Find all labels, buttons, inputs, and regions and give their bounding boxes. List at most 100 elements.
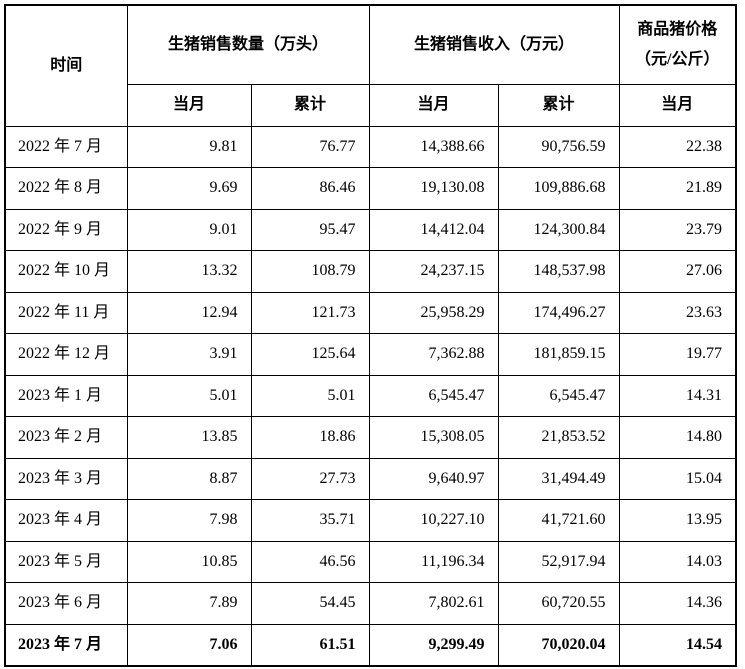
- period-cell: 2022 年 10 月: [4, 250, 128, 293]
- header-sales-quantity-group: 生猪销售数量（万头）: [126, 4, 370, 85]
- period-cell: 2023 年 3 月: [4, 457, 128, 500]
- qty-cum-cell: 95.47: [250, 208, 370, 251]
- table-row: 2023 年 2 月 13.85 18.86 15,308.05 21,853.52 14…: [4, 416, 737, 459]
- subheader-price-month: 当月: [618, 83, 737, 127]
- table-body: 2022 年 7 月 9.81 76.77 14,388.66 90,756.59 22.…: [4, 125, 737, 666]
- price-cell: 14.03: [618, 540, 737, 583]
- table-row: 2023 年 7 月 7.06 61.51 9,299.49 70,020.04 14.5…: [4, 623, 737, 666]
- qty-cum-cell: 5.01: [250, 374, 370, 417]
- subheader-quantity-month: 当月: [126, 83, 252, 127]
- qty-month-cell: 9.81: [126, 125, 252, 168]
- rev-cum-cell: 181,859.15: [497, 333, 620, 376]
- qty-cum-cell: 54.45: [250, 582, 370, 625]
- table-row: 2023 年 1 月 5.01 5.01 6,545.47 6,545.47 14.31: [4, 374, 737, 417]
- subheader-revenue-month: 当月: [368, 83, 499, 127]
- rev-month-cell: 6,545.47: [368, 374, 499, 417]
- period-cell: 2023 年 2 月: [4, 416, 128, 459]
- rev-month-cell: 11,196.34: [368, 540, 499, 583]
- qty-cum-cell: 46.56: [250, 540, 370, 583]
- rev-month-cell: 14,412.04: [368, 208, 499, 251]
- price-cell: 21.89: [618, 167, 737, 210]
- table-row: 2023 年 6 月 7.89 54.45 7,802.61 60,720.55 14.3…: [4, 582, 737, 625]
- price-cell: 22.38: [618, 125, 737, 168]
- rev-cum-cell: 41,721.60: [497, 499, 620, 542]
- period-cell: 2023 年 5 月: [4, 540, 128, 583]
- table-row: 2023 年 4 月 7.98 35.71 10,227.10 41,721.60 13.…: [4, 499, 737, 542]
- table-row: 2023 年 3 月 8.87 27.73 9,640.97 31,494.49 15.0…: [4, 457, 737, 500]
- table-row: 2023 年 5 月 10.85 46.56 11,196.34 52,917.94 14…: [4, 540, 737, 583]
- qty-cum-cell: 86.46: [250, 167, 370, 210]
- qty-month-cell: 13.85: [126, 416, 252, 459]
- qty-month-cell: 9.69: [126, 167, 252, 210]
- price-cell: 23.79: [618, 208, 737, 251]
- price-cell: 14.54: [618, 623, 737, 666]
- subheader-quantity-cumulative: 累计: [250, 83, 370, 127]
- rev-month-cell: 7,802.61: [368, 582, 499, 625]
- period-cell: 2023 年 7 月: [4, 623, 128, 666]
- period-cell: 2022 年 7 月: [4, 125, 128, 168]
- period-cell: 2023 年 1 月: [4, 374, 128, 417]
- qty-month-cell: 12.94: [126, 291, 252, 334]
- rev-cum-cell: 31,494.49: [497, 457, 620, 500]
- period-cell: 2022 年 9 月: [4, 208, 128, 251]
- table-row: 2022 年 9 月 9.01 95.47 14,412.04 124,300.84 23…: [4, 208, 737, 251]
- price-cell: 13.95: [618, 499, 737, 542]
- rev-cum-cell: 148,537.98: [497, 250, 620, 293]
- rev-cum-cell: 60,720.55: [497, 582, 620, 625]
- qty-month-cell: 7.98: [126, 499, 252, 542]
- period-cell: 2022 年 12 月: [4, 333, 128, 376]
- rev-month-cell: 7,362.88: [368, 333, 499, 376]
- rev-cum-cell: 6,545.47: [497, 374, 620, 417]
- header-sub-row: 当月 累计 当月 累计 当月: [5, 83, 737, 127]
- price-cell: 14.80: [618, 416, 737, 459]
- price-cell: 23.63: [618, 291, 737, 334]
- qty-cum-cell: 125.64: [250, 333, 370, 376]
- header-hog-price: 商品猪价格 （元/公斤）: [618, 4, 737, 85]
- qty-cum-cell: 76.77: [250, 125, 370, 168]
- qty-cum-cell: 121.73: [250, 291, 370, 334]
- rev-month-cell: 15,308.05: [368, 416, 499, 459]
- table-row: 2022 年 7 月 9.81 76.77 14,388.66 90,756.59 22.…: [4, 125, 737, 168]
- qty-month-cell: 7.06: [126, 623, 252, 666]
- qty-month-cell: 13.32: [126, 250, 252, 293]
- period-cell: 2022 年 8 月: [4, 167, 128, 210]
- qty-cum-cell: 61.51: [250, 623, 370, 666]
- rev-month-cell: 19,130.08: [368, 167, 499, 210]
- price-cell: 27.06: [618, 250, 737, 293]
- period-cell: 2023 年 4 月: [4, 499, 128, 542]
- rev-cum-cell: 21,853.52: [497, 416, 620, 459]
- period-cell: 2023 年 6 月: [4, 582, 128, 625]
- qty-cum-cell: 27.73: [250, 457, 370, 500]
- rev-month-cell: 9,299.49: [368, 623, 499, 666]
- price-cell: 14.36: [618, 582, 737, 625]
- qty-month-cell: 3.91: [126, 333, 252, 376]
- header-group-row: 时间 生猪销售数量（万头） 生猪销售收入（万元） 商品猪价格 （元/公斤）: [4, 4, 737, 127]
- qty-cum-cell: 35.71: [250, 499, 370, 542]
- qty-cum-cell: 108.79: [250, 250, 370, 293]
- qty-month-cell: 8.87: [126, 457, 252, 500]
- qty-month-cell: 9.01: [126, 208, 252, 251]
- rev-cum-cell: 70,020.04: [497, 623, 620, 666]
- table-row: 2022 年 11 月 12.94 121.73 25,958.29 174,496.2…: [4, 291, 737, 334]
- table-row: 2022 年 8 月 9.69 86.46 19,130.08 109,886.68 21…: [4, 167, 737, 210]
- rev-month-cell: 25,958.29: [368, 291, 499, 334]
- rev-cum-cell: 52,917.94: [497, 540, 620, 583]
- rev-month-cell: 10,227.10: [368, 499, 499, 542]
- rev-cum-cell: 174,496.27: [497, 291, 620, 334]
- price-cell: 15.04: [618, 457, 737, 500]
- qty-month-cell: 10.85: [126, 540, 252, 583]
- price-cell: 14.31: [618, 374, 737, 417]
- rev-cum-cell: 124,300.84: [497, 208, 620, 251]
- rev-month-cell: 24,237.15: [368, 250, 499, 293]
- rev-month-cell: 9,640.97: [368, 457, 499, 500]
- qty-month-cell: 5.01: [126, 374, 252, 417]
- table-row: 2022 年 12 月 3.91 125.64 7,362.88 181,859.15 1…: [4, 333, 737, 376]
- header-sales-revenue-group: 生猪销售收入（万元）: [368, 4, 620, 85]
- period-cell: 2022 年 11 月: [4, 291, 128, 334]
- qty-cum-cell: 18.86: [250, 416, 370, 459]
- table-row: 2022 年 10 月 13.32 108.79 24,237.15 148,537.9…: [4, 250, 737, 293]
- header-hog-price-line1: 商品猪价格: [637, 20, 718, 38]
- header-time: 时间: [4, 4, 128, 127]
- subheader-revenue-cumulative: 累计: [497, 83, 620, 127]
